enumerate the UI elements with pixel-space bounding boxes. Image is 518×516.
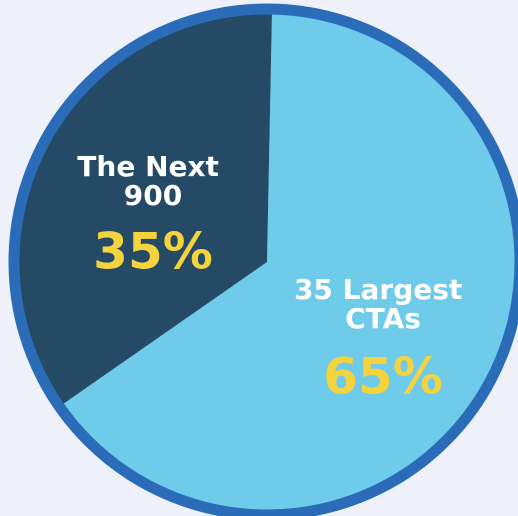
pie-slice	[14, 8, 273, 407]
label-line: 35 Largest	[294, 273, 472, 306]
label-line: CTAs	[345, 302, 421, 335]
pie-border	[8, 3, 518, 516]
slice-label: 35 Largest CTAs	[294, 273, 472, 335]
pie-slice	[59, 9, 518, 515]
label-line: The Next	[77, 150, 228, 183]
label-line: 900	[124, 179, 182, 212]
value-label: 35%	[93, 223, 213, 281]
value-label: 65%	[323, 348, 443, 406]
slice-label: The Next 900	[77, 150, 228, 212]
